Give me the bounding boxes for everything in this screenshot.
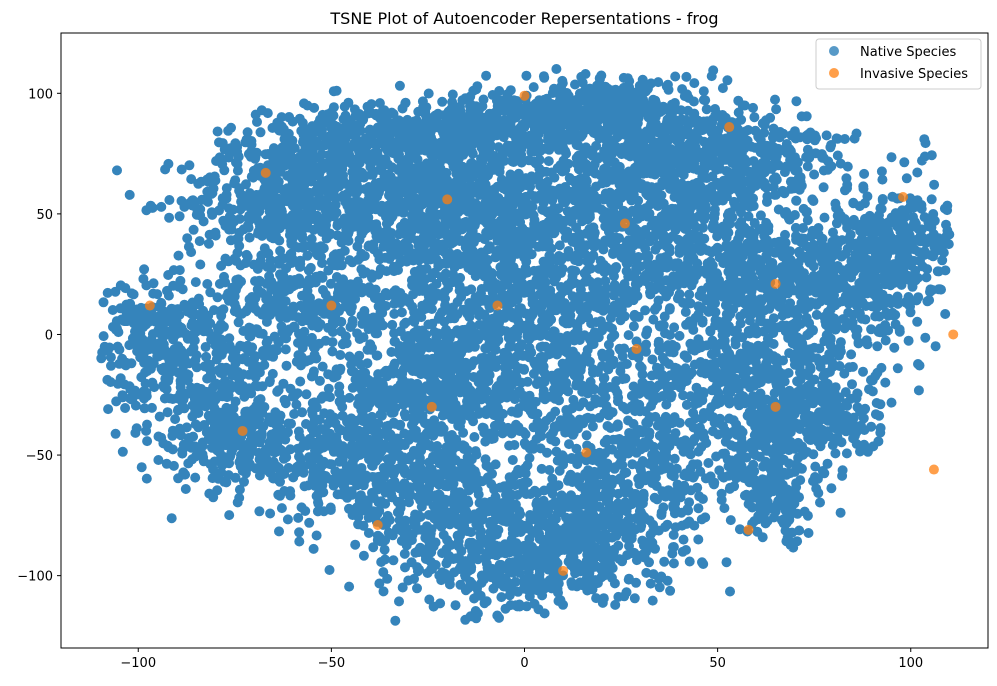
invasive-species-point bbox=[619, 218, 630, 229]
invasive-species-point bbox=[492, 300, 503, 311]
chart-title: TSNE Plot of Autoencoder Repersentations… bbox=[329, 9, 718, 28]
invasive-species-point bbox=[237, 425, 248, 436]
invasive-species-point bbox=[372, 520, 383, 530]
invasive-species-point bbox=[631, 343, 642, 354]
invasive-species-point bbox=[724, 122, 735, 133]
native-species-cloud bbox=[96, 64, 955, 626]
invasive-species-point bbox=[743, 524, 754, 535]
invasive-species-point bbox=[581, 447, 592, 458]
invasive-species-point bbox=[770, 278, 781, 289]
invasive-species-point bbox=[898, 192, 909, 202]
y-tick-label: 50 bbox=[36, 208, 53, 223]
invasive-species-point bbox=[144, 300, 155, 311]
invasive-species-point bbox=[426, 401, 437, 412]
invasive-species-point bbox=[558, 565, 569, 576]
invasive-species-point bbox=[928, 464, 939, 475]
legend-label-invasive: Invasive Species bbox=[860, 67, 968, 82]
invasive-species-point bbox=[948, 329, 959, 340]
x-tick-label: −50 bbox=[318, 656, 345, 671]
y-axis: −100 −50 0 50 100 bbox=[17, 87, 61, 585]
y-tick-label: −50 bbox=[26, 449, 53, 464]
invasive-species-point bbox=[519, 90, 530, 101]
invasive-species-point bbox=[770, 401, 781, 412]
legend-marker-native bbox=[829, 46, 839, 56]
y-tick-label: −100 bbox=[17, 570, 53, 585]
x-tick-label: −100 bbox=[120, 656, 156, 671]
y-tick-label: 100 bbox=[28, 87, 53, 102]
invasive-species-points bbox=[144, 90, 959, 576]
invasive-species-point bbox=[442, 194, 453, 205]
x-tick-label: 50 bbox=[709, 656, 726, 671]
invasive-species-point bbox=[260, 167, 271, 178]
y-tick-label: 0 bbox=[45, 328, 53, 343]
legend-box bbox=[815, 38, 982, 90]
legend-label-native: Native Species bbox=[860, 45, 956, 60]
legend: Native Species Invasive Species bbox=[815, 38, 982, 90]
native-species-points bbox=[96, 64, 955, 626]
x-tick-label: 0 bbox=[520, 656, 528, 671]
x-tick-label: 100 bbox=[898, 656, 923, 671]
x-axis: −100 −50 0 50 100 bbox=[120, 648, 923, 671]
invasive-species-point bbox=[326, 300, 337, 311]
legend-marker-invasive bbox=[829, 68, 839, 78]
